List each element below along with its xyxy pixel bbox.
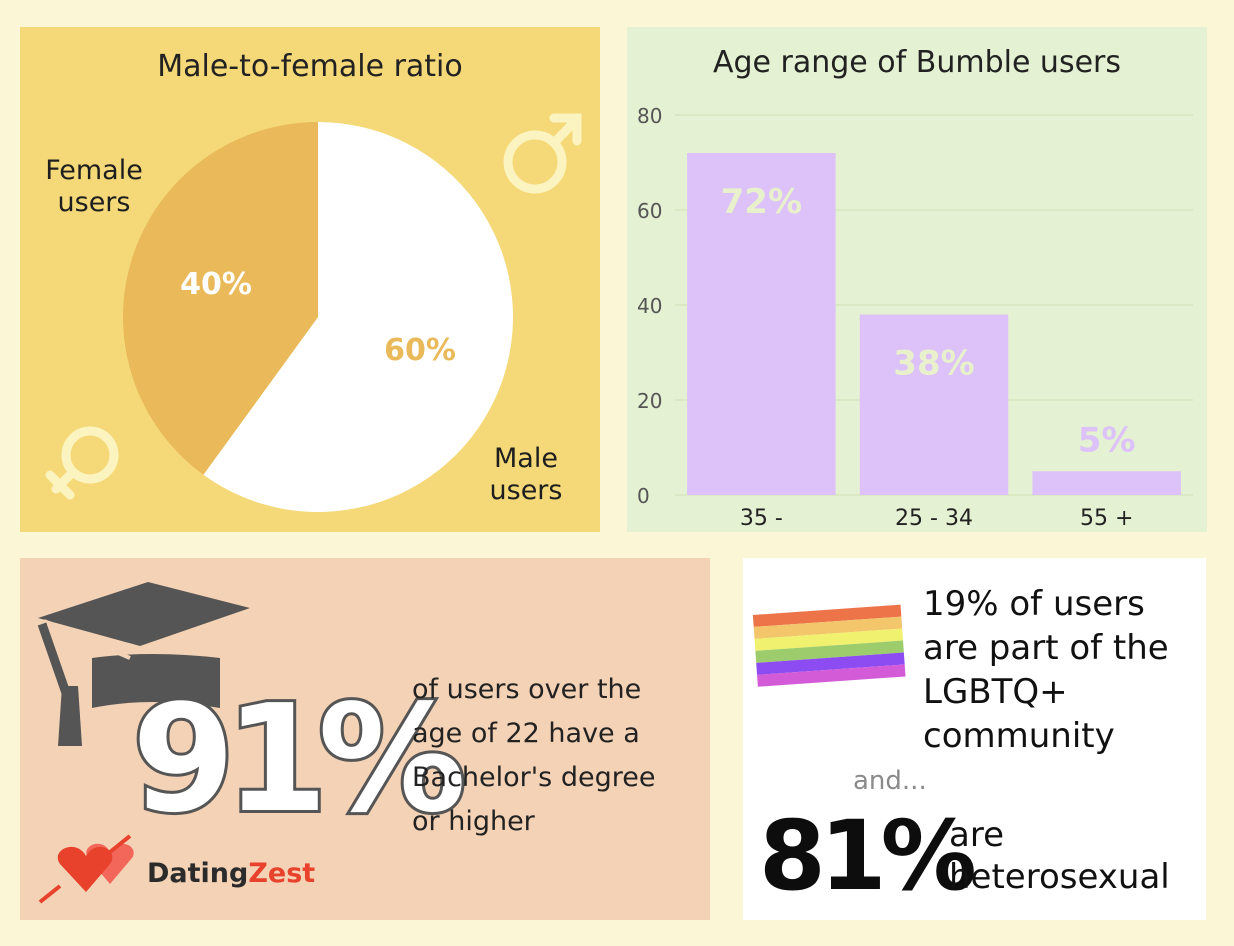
education-line-2: age of 22 have a bbox=[412, 718, 640, 749]
pie-slice-female bbox=[123, 122, 319, 475]
bar-3 bbox=[1032, 471, 1181, 495]
y-tick-label: 60 bbox=[637, 199, 662, 223]
y-tick-label: 0 bbox=[637, 484, 650, 508]
female-users-label: Female users bbox=[42, 155, 146, 219]
bar-value-label: 38% bbox=[893, 344, 974, 384]
bar-chart-panel: Age range of Bumble users 0 20 40 60 80 72% 35… bbox=[627, 27, 1207, 532]
male-label-line1: Male bbox=[494, 443, 558, 474]
lgbt-text: 19% of users are part of the LGBTQ+ comm… bbox=[923, 582, 1169, 758]
education-text: of users over the age of 22 have a Bache… bbox=[412, 668, 655, 844]
female-symbol-icon bbox=[45, 426, 119, 500]
y-tick-label: 80 bbox=[637, 104, 662, 128]
hetero-line-1: are bbox=[949, 815, 1004, 855]
hearts-logo-icon bbox=[38, 834, 134, 904]
rainbow-flag-icon bbox=[752, 604, 906, 687]
x-tick-label: 35 - bbox=[740, 506, 783, 531]
male-symbol-icon bbox=[503, 113, 582, 194]
pie-chart-panel: Male-to-female ratio 40% 60% Female user… bbox=[20, 27, 600, 532]
lgbt-line-3: LGBTQ+ bbox=[923, 672, 1068, 712]
x-tick-label: 25 - 34 bbox=[895, 506, 973, 531]
y-tick-label: 40 bbox=[637, 294, 662, 318]
brand-name-part1: Dating bbox=[147, 858, 249, 889]
lgbt-line-2: are part of the bbox=[923, 628, 1169, 668]
brand-name-part2: Zest bbox=[248, 858, 316, 889]
male-users-label: Male users bbox=[478, 443, 574, 507]
hetero-line-2: heterosexual bbox=[949, 857, 1170, 897]
pie-chart-title: Male-to-female ratio bbox=[157, 49, 463, 84]
hetero-percent: 81% bbox=[759, 800, 977, 912]
pie-chart: 40% 60% bbox=[45, 113, 582, 512]
hetero-text: are heterosexual bbox=[949, 814, 1170, 898]
education-panel: 91% of users over the age of 22 have a B… bbox=[20, 558, 710, 920]
lgbt-connector: and... bbox=[853, 766, 927, 796]
y-tick-label: 20 bbox=[637, 389, 662, 413]
graduation-cap-icon bbox=[37, 582, 250, 746]
bar-value-label: 72% bbox=[721, 182, 802, 222]
lgbt-line-4: community bbox=[923, 716, 1115, 756]
education-line-1: of users over the bbox=[412, 674, 642, 705]
bar-chart-title: Age range of Bumble users bbox=[712, 45, 1122, 80]
education-line-3: Bachelor's degree bbox=[412, 762, 656, 793]
pie-slice-male bbox=[203, 122, 513, 512]
bar-chart: 0 20 40 60 80 72% 35 - 38% 25 - 34 5% 55 + bbox=[637, 104, 1193, 531]
education-line-4: or higher bbox=[412, 806, 535, 837]
education-percent: 91% bbox=[132, 673, 462, 845]
lgbt-line-1: 19% of users bbox=[923, 584, 1145, 624]
bar-2 bbox=[859, 314, 1009, 495]
lgbt-panel: 19% of users are part of the LGBTQ+ comm… bbox=[743, 558, 1206, 920]
x-tick-label: 55 + bbox=[1080, 506, 1133, 531]
brand-name: DatingZest bbox=[147, 858, 315, 889]
female-label-line2: users bbox=[57, 187, 131, 218]
bar-1 bbox=[687, 153, 836, 495]
pie-value-label-male: 60% bbox=[384, 333, 456, 368]
bar-value-label: 5% bbox=[1078, 420, 1136, 460]
female-label-line1: Female bbox=[45, 155, 143, 186]
male-label-line2: users bbox=[489, 475, 563, 506]
pie-value-label-female: 40% bbox=[180, 267, 252, 302]
